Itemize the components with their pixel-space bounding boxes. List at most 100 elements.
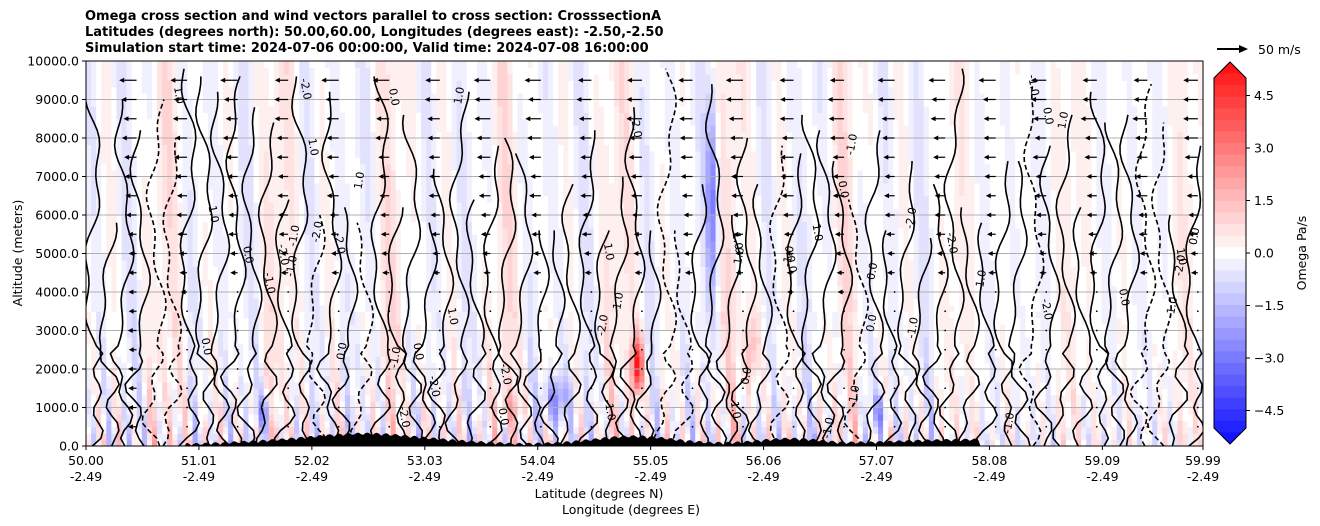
omega-cell [136,266,143,274]
omega-cell [187,401,194,409]
omega-cell [334,304,341,312]
omega-cell [339,150,346,158]
omega-cell [451,304,458,312]
omega-cell [339,86,346,94]
omega-cell [243,285,250,293]
omega-cell [157,266,163,274]
omega-cell [350,80,356,88]
omega-cell [91,150,97,158]
omega-cell [253,433,260,441]
omega-cell [167,112,173,120]
omega-cell [131,208,138,216]
omega-cell [350,388,356,396]
omega-cell [304,375,310,383]
omega-cell [304,279,310,287]
omega-cell [461,202,468,210]
omega-cell [497,67,503,75]
omega-cell [360,112,366,120]
omega-cell [497,144,503,152]
omega-cell [187,266,194,274]
omega-cell [339,401,346,409]
omega-cell [339,394,346,402]
omega-cell [426,163,432,171]
omega-cell [131,304,138,312]
omega-cell [380,105,387,113]
omega-cell [309,285,316,293]
omega-cell [304,182,310,190]
omega-cell [334,401,341,409]
omega-cell [248,138,255,146]
omega-cell [339,285,346,293]
omega-cell [126,279,133,287]
omega-cell [507,413,514,421]
omega-cell [212,105,219,113]
omega-cell [273,150,280,158]
omega-cell [380,343,387,351]
omega-cell [146,157,153,165]
omega-cell [157,253,163,261]
omega-cell [461,182,468,190]
omega-cell [116,349,123,357]
omega-cell [258,118,265,126]
omega-cell [441,259,448,267]
omega-cell [441,163,448,171]
omega-cell [380,292,387,300]
omega-cell [177,125,184,133]
omega-cell [309,336,316,344]
omega-cell [355,163,361,171]
omega-cell [121,375,128,383]
omega-cell [487,375,493,383]
omega-cell [385,407,392,415]
omega-cell [177,413,184,421]
omega-cell [253,324,260,332]
omega-cell [370,125,377,133]
omega-cell [258,80,265,88]
omega-cell [390,298,397,306]
omega-cell [91,349,97,357]
omega-cell [482,259,488,267]
omega-cell [355,272,361,280]
omega-cell [136,157,143,165]
omega-cell [212,150,219,158]
omega-cell [324,394,331,402]
omega-cell [96,272,102,280]
omega-cell [268,420,275,428]
omega-cell [96,439,102,446]
omega-cell [187,433,194,441]
omega-cell [182,324,189,332]
omega-cell [162,182,168,190]
omega-cell [152,369,158,377]
omega-cell [446,176,453,184]
omega-cell [471,99,478,107]
omega-cell [238,208,244,216]
omega-cell [238,138,244,146]
omega-cell [471,112,478,120]
omega-cell [395,131,402,139]
omega-cell [334,356,341,364]
omega-cell [365,247,371,255]
omega-cell [395,272,402,280]
omega-cell [167,61,173,69]
omega-cell [370,407,377,415]
omega-cell [167,189,173,197]
omega-cell [365,330,371,338]
omega-cell [284,266,290,274]
omega-cell [375,375,382,383]
omega-cell [258,247,265,255]
omega-cell [355,311,361,319]
omega-cell [426,150,432,158]
omega-cell [395,336,402,344]
omega-cell [116,356,123,364]
omega-cell [385,247,392,255]
omega-cell [355,317,361,325]
omega-cell [197,105,204,113]
omega-cell [218,189,224,197]
omega-cell [390,426,397,434]
omega-cell [451,259,458,267]
omega-cell [492,247,498,255]
omega-cell [456,144,463,152]
omega-cell [141,240,148,248]
omega-cell [212,125,219,133]
omega-cell [228,439,234,446]
omega-cell [101,259,107,267]
